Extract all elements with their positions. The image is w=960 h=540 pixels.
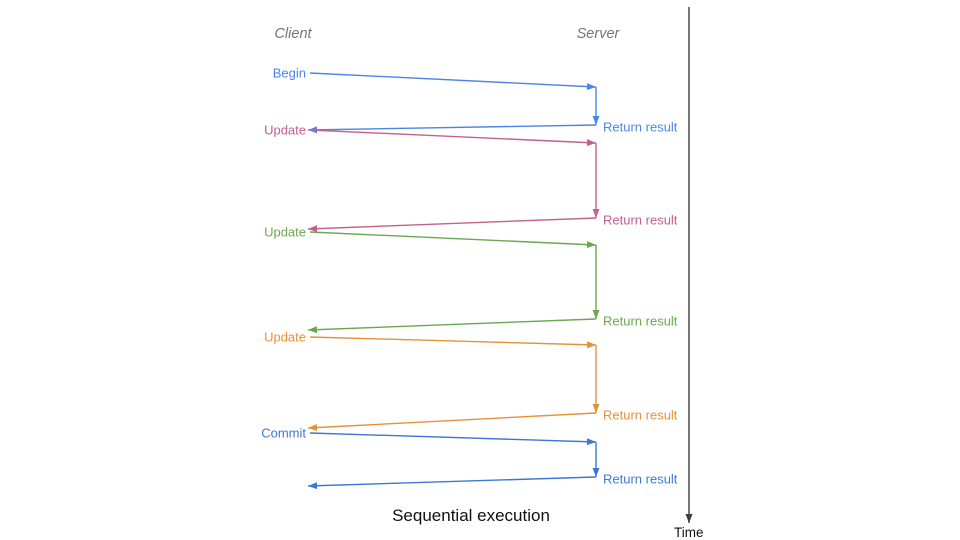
request-line: [309, 72, 597, 91]
return-line: [307, 476, 597, 490]
server-column-header: Server: [576, 26, 620, 42]
return-line: [307, 412, 597, 432]
request-line: [309, 336, 597, 349]
request-line: [309, 129, 597, 147]
request-line: [309, 432, 597, 446]
return-line: [307, 217, 597, 233]
request-line: [309, 231, 597, 249]
time-axis-label: Time: [674, 525, 704, 540]
return-line: [307, 318, 597, 334]
client-column-header: Client: [274, 26, 312, 42]
diagram-caption: Sequential execution: [392, 506, 550, 525]
return-line: [307, 124, 597, 134]
